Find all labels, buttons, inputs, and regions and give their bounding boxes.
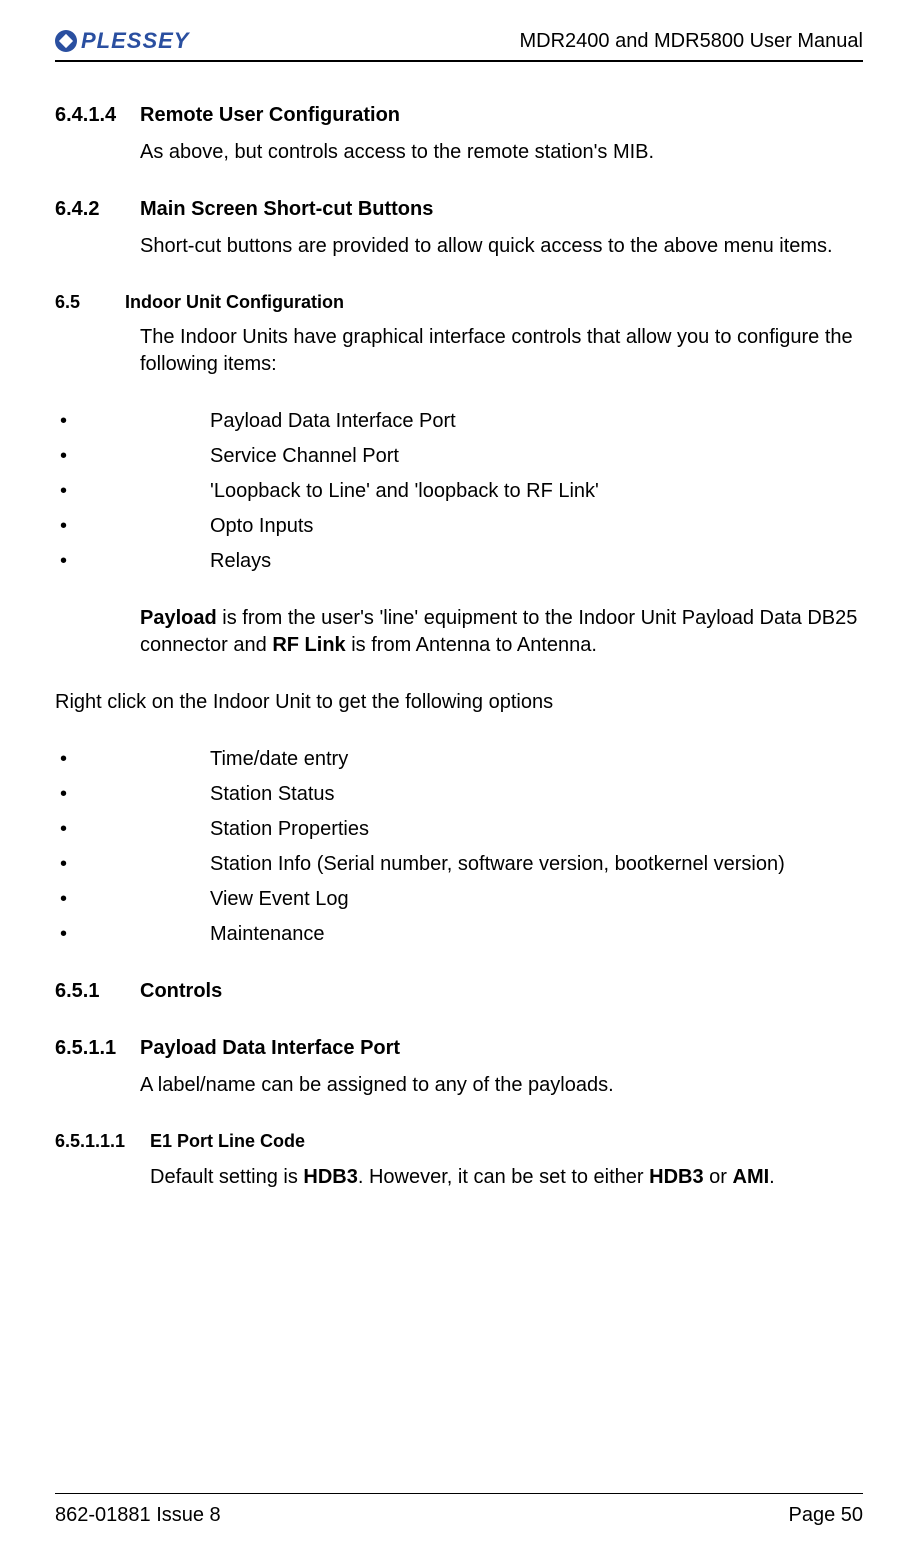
list-item-text: Station Properties	[210, 816, 369, 843]
list-item: Station Properties	[55, 816, 863, 843]
section-title: Indoor Unit Configuration	[125, 290, 344, 314]
document-title: MDR2400 and MDR5800 User Manual	[520, 30, 864, 53]
logo-icon	[55, 30, 77, 52]
list-item-text: Payload Data Interface Port	[210, 408, 456, 435]
bold-text: Payload	[140, 607, 222, 629]
list-item-text: Station Info (Serial number, software ve…	[210, 851, 785, 878]
heading: 6.5.1.1 Payload Data Interface Port	[55, 1035, 863, 1062]
bullet-list-1: Payload Data Interface Port Service Chan…	[55, 408, 863, 575]
section-body: Short-cut buttons are provided to allow …	[55, 233, 863, 260]
section-body: Default setting is HDB3. However, it can…	[55, 1164, 863, 1191]
body-text: is from Antenna to Antenna.	[346, 634, 597, 656]
body-text: .	[769, 1166, 775, 1188]
section-number: 6.4.1.4	[55, 102, 140, 129]
list-item: Relays	[55, 548, 863, 575]
section-title: Remote User Configuration	[140, 102, 400, 129]
section-6-4-1-4: 6.4.1.4 Remote User Configuration As abo…	[55, 102, 863, 166]
section-title: Main Screen Short-cut Buttons	[140, 196, 433, 223]
list-item: View Event Log	[55, 886, 863, 913]
section-6-4-2: 6.4.2 Main Screen Short-cut Buttons Shor…	[55, 196, 863, 260]
section-6-5: 6.5 Indoor Unit Configuration The Indoor…	[55, 290, 863, 378]
section-body: The Indoor Units have graphical interfac…	[55, 324, 863, 378]
logo-text: PLESSEY	[81, 28, 189, 54]
section-title: Controls	[140, 978, 222, 1005]
list-item: Opto Inputs	[55, 513, 863, 540]
section-title: E1 Port Line Code	[150, 1129, 305, 1153]
heading: 6.5.1 Controls	[55, 978, 863, 1005]
list-item-text: Time/date entry	[210, 746, 348, 773]
section-title: Payload Data Interface Port	[140, 1035, 400, 1062]
heading: 6.4.1.4 Remote User Configuration	[55, 102, 863, 129]
bold-text: HDB3	[303, 1166, 357, 1188]
heading: 6.5.1.1.1 E1 Port Line Code	[55, 1129, 863, 1153]
section-body: A label/name can be assigned to any of t…	[55, 1072, 863, 1099]
page: PLESSEY MDR2400 and MDR5800 User Manual …	[0, 0, 918, 1567]
body-text: Default setting is	[150, 1166, 303, 1188]
bold-text: AMI	[733, 1166, 770, 1188]
section-number: 6.5.1.1.1	[55, 1129, 150, 1153]
section-6-5-1: 6.5.1 Controls	[55, 978, 863, 1005]
list-item-text: Maintenance	[210, 921, 325, 948]
section-6-5-1-1: 6.5.1.1 Payload Data Interface Port A la…	[55, 1035, 863, 1099]
list-item: Time/date entry	[55, 746, 863, 773]
bold-text: HDB3	[649, 1166, 703, 1188]
body-text: . However, it can be set to either	[358, 1166, 649, 1188]
list-item: Maintenance	[55, 921, 863, 948]
payload-paragraph: Payload is from the user's 'line' equipm…	[55, 605, 863, 659]
list-item: Station Info (Serial number, software ve…	[55, 851, 863, 878]
section-6-5-1-1-1: 6.5.1.1.1 E1 Port Line Code Default sett…	[55, 1129, 863, 1190]
list-item-text: Service Channel Port	[210, 443, 399, 470]
footer-left: 862-01881 Issue 8	[55, 1504, 221, 1527]
list-item-text: 'Loopback to Line' and 'loopback to RF L…	[210, 478, 599, 505]
list-item-text: Opto Inputs	[210, 513, 313, 540]
heading: 6.4.2 Main Screen Short-cut Buttons	[55, 196, 863, 223]
list-item: Payload Data Interface Port	[55, 408, 863, 435]
bold-text: RF Link	[272, 634, 345, 656]
list-item-text: Relays	[210, 548, 271, 575]
list-item-text: Station Status	[210, 781, 335, 808]
page-footer: 862-01881 Issue 8 Page 50	[55, 1493, 863, 1527]
section-number: 6.4.2	[55, 196, 140, 223]
list-item: 'Loopback to Line' and 'loopback to RF L…	[55, 478, 863, 505]
section-body: As above, but controls access to the rem…	[55, 139, 863, 166]
footer-right: Page 50	[788, 1504, 863, 1527]
heading: 6.5 Indoor Unit Configuration	[55, 290, 863, 314]
list-item-text: View Event Log	[210, 886, 349, 913]
logo: PLESSEY	[55, 28, 189, 54]
section-number: 6.5	[55, 290, 125, 314]
section-number: 6.5.1.1	[55, 1035, 140, 1062]
page-header: PLESSEY MDR2400 and MDR5800 User Manual	[55, 28, 863, 62]
list-item: Station Status	[55, 781, 863, 808]
right-click-paragraph: Right click on the Indoor Unit to get th…	[55, 689, 863, 716]
body-text: or	[704, 1166, 733, 1188]
section-number: 6.5.1	[55, 978, 140, 1005]
logo-icon-inner	[59, 34, 73, 48]
bullet-list-2: Time/date entry Station Status Station P…	[55, 746, 863, 948]
list-item: Service Channel Port	[55, 443, 863, 470]
content: 6.4.1.4 Remote User Configuration As abo…	[55, 62, 863, 1191]
